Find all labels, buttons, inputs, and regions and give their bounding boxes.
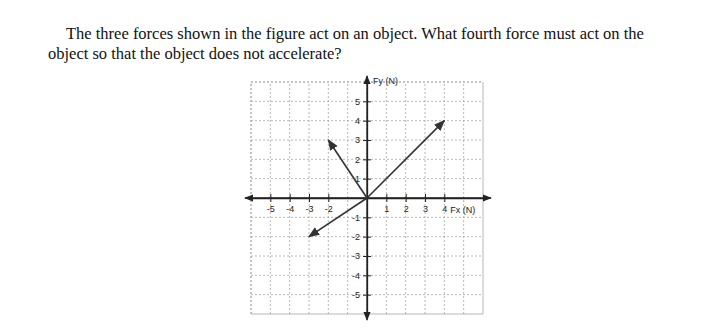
y-tick-label: -1 <box>352 213 360 223</box>
y-tick-label: -4 <box>352 271 360 281</box>
y-tick-label: -2 <box>352 232 360 242</box>
force-vector <box>328 140 367 198</box>
x-tick: -2 <box>325 194 333 214</box>
y-tick: -3 <box>352 251 371 261</box>
x-tick-label: -5 <box>267 204 275 214</box>
chart: -5-4-3-21234-5-4-3-2-112345Fy (N)Fx (N) <box>0 0 709 336</box>
y-tick: 3 <box>355 135 371 145</box>
y-tick: 2 <box>355 155 371 165</box>
x-tick-label: -3 <box>305 204 313 214</box>
vectors <box>309 121 444 237</box>
y-tick: 4 <box>355 116 371 126</box>
force-vector <box>309 198 367 237</box>
y-tick-label: -3 <box>352 251 360 261</box>
x-tick: -3 <box>305 194 313 214</box>
y-tick: -1 <box>352 213 371 223</box>
x-tick-label: -2 <box>325 204 333 214</box>
y-tick: -2 <box>352 232 371 242</box>
x-tick: 1 <box>384 194 389 214</box>
x-tick: 3 <box>423 194 428 214</box>
y-tick-label: -5 <box>352 290 360 300</box>
x-axis-title: Fx (N) <box>450 205 475 215</box>
x-tick-label: -4 <box>286 204 294 214</box>
x-tick: 2 <box>404 194 409 214</box>
y-tick-label: 4 <box>355 116 360 126</box>
x-tick: -4 <box>286 194 294 214</box>
y-tick-label: 2 <box>355 155 360 165</box>
x-tick-label: 3 <box>423 204 428 214</box>
y-tick: -5 <box>352 290 371 300</box>
x-tick: -5 <box>267 194 275 214</box>
y-tick: 5 <box>355 97 371 107</box>
x-tick-label: 4 <box>442 204 447 214</box>
x-tick-label: 1 <box>384 204 389 214</box>
y-tick: -4 <box>352 271 371 281</box>
y-tick-label: 5 <box>355 97 360 107</box>
y-axis-title: Fy (N) <box>373 76 398 86</box>
force-vector <box>367 121 444 198</box>
x-tick: 4 <box>442 194 447 214</box>
x-tick-label: 2 <box>404 204 409 214</box>
question: The three forces shown in the figure act… <box>48 24 664 64</box>
y-tick-label: 3 <box>355 135 360 145</box>
